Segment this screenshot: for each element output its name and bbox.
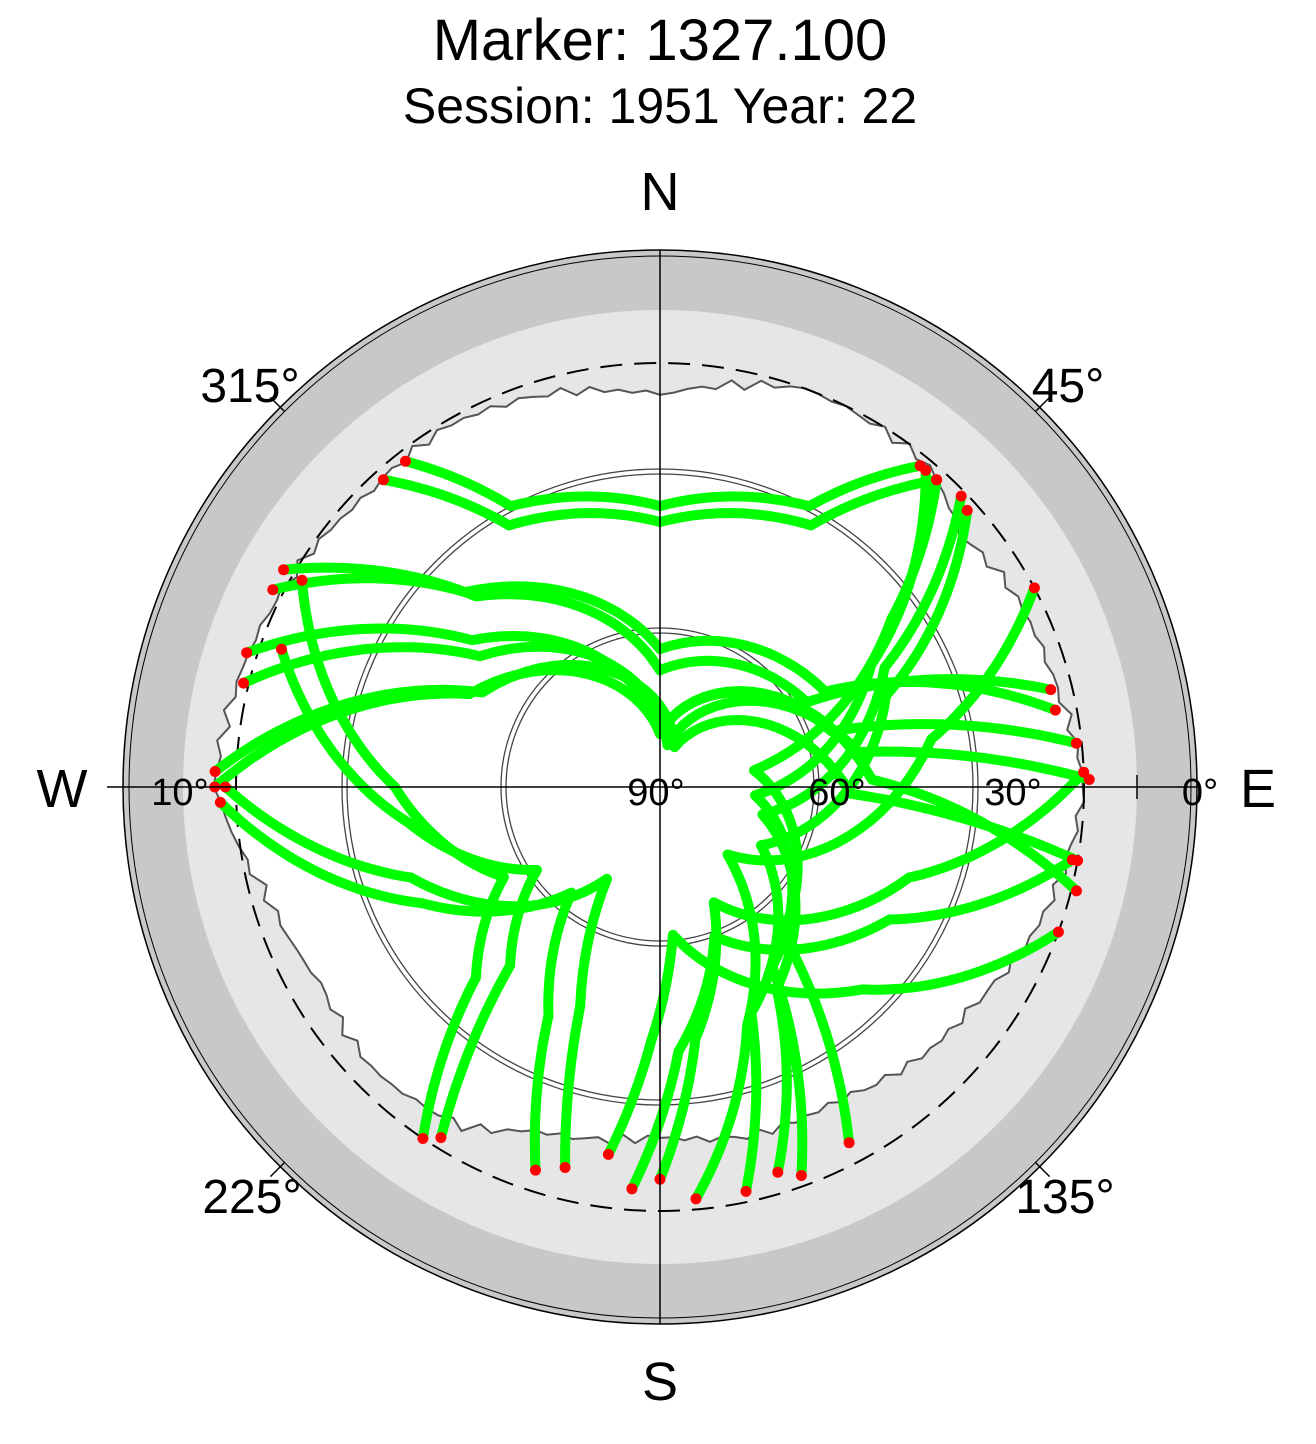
- azimuth-label-45: 45°: [1032, 360, 1105, 413]
- track-start-point-1: [377, 474, 389, 486]
- track-start-point-7: [209, 766, 221, 777]
- satellite-track-20: [603, 927, 1064, 1160]
- elevation-label-90: 90°: [627, 772, 684, 814]
- track-start-point-3: [278, 564, 290, 576]
- chart-subtitle: Session: 1951 Year: 22: [403, 78, 917, 134]
- elevation-label-10: 10°: [151, 772, 208, 814]
- track-end-point-11: [772, 1166, 784, 1178]
- track-endpoints: [209, 455, 1095, 1205]
- satellite-track-18: [655, 767, 1089, 1185]
- track-start-point-13: [1028, 582, 1040, 594]
- satellite-track-17: [297, 575, 509, 1144]
- track-start-point-11: [955, 490, 967, 502]
- track-end-point-3: [1045, 684, 1057, 696]
- elevation-label-30: 30°: [984, 772, 1041, 814]
- track-end-point-14: [559, 1162, 571, 1173]
- compass-east-label: E: [1240, 759, 1276, 819]
- track-end-point-17: [417, 1133, 429, 1144]
- azimuth-label-135: 135°: [1015, 1171, 1114, 1224]
- chart-title: Marker: 1327.100: [433, 8, 888, 73]
- satellite-track-6: [238, 641, 1095, 785]
- azimuth-label-315: 315°: [200, 360, 299, 413]
- track-start-point-19: [1066, 854, 1078, 866]
- axis-lines: [107, 250, 1197, 1324]
- elevation-label-60: 60°: [808, 772, 865, 814]
- track-end-point-15: [530, 1164, 541, 1176]
- satellite-track-16: [276, 644, 542, 1143]
- satellite-track-15: [215, 797, 577, 1176]
- satellite-track-12: [741, 505, 973, 1197]
- satellite-track-11: [757, 491, 967, 1178]
- track-end-point-13: [690, 1193, 702, 1205]
- track-end-point-9: [843, 1137, 855, 1149]
- track-start-point-2: [400, 455, 411, 467]
- satellite-track-19: [626, 854, 1078, 1194]
- track-start-point-6: [238, 677, 249, 689]
- satellite-track-7: [210, 659, 1083, 866]
- azimuth-label-225: 225°: [202, 1171, 301, 1224]
- track-start-point-20: [1052, 926, 1064, 938]
- track-end-point-5: [1070, 737, 1082, 749]
- satellite-track-10: [750, 465, 931, 1181]
- track-start-point-18: [1078, 766, 1090, 778]
- elevation-label-0: 0°: [1182, 772, 1218, 814]
- track-start-point-10: [920, 464, 932, 476]
- track-start-point-15: [214, 796, 226, 808]
- track-start-point-16: [276, 643, 287, 655]
- azimuth-tick-225: [269, 1161, 286, 1178]
- track-start-point-12: [961, 504, 973, 516]
- compass-north-label: N: [641, 162, 680, 222]
- track-end-point-12: [740, 1185, 752, 1197]
- satellite-track-13: [691, 582, 1040, 1204]
- azimuth-tick-315: [269, 396, 286, 413]
- track-end-point-4: [1049, 704, 1061, 716]
- azimuth-tick-135: [1034, 1161, 1051, 1178]
- track-end-point-16: [435, 1132, 447, 1144]
- satellite-track-14: [220, 782, 612, 1173]
- azimuth-tick-45: [1034, 396, 1051, 413]
- compass-south-label: S: [642, 1352, 678, 1412]
- track-start-point-5: [241, 647, 253, 659]
- track-end-point-19: [626, 1183, 638, 1195]
- track-end-point-20: [602, 1148, 614, 1160]
- track-end-point-8: [1071, 885, 1082, 897]
- track-end-point-10: [795, 1170, 807, 1181]
- track-start-point-4: [267, 584, 279, 596]
- track-start-point-17: [296, 574, 308, 586]
- compass-west-label: W: [37, 759, 88, 819]
- track-start-point-9: [931, 474, 943, 486]
